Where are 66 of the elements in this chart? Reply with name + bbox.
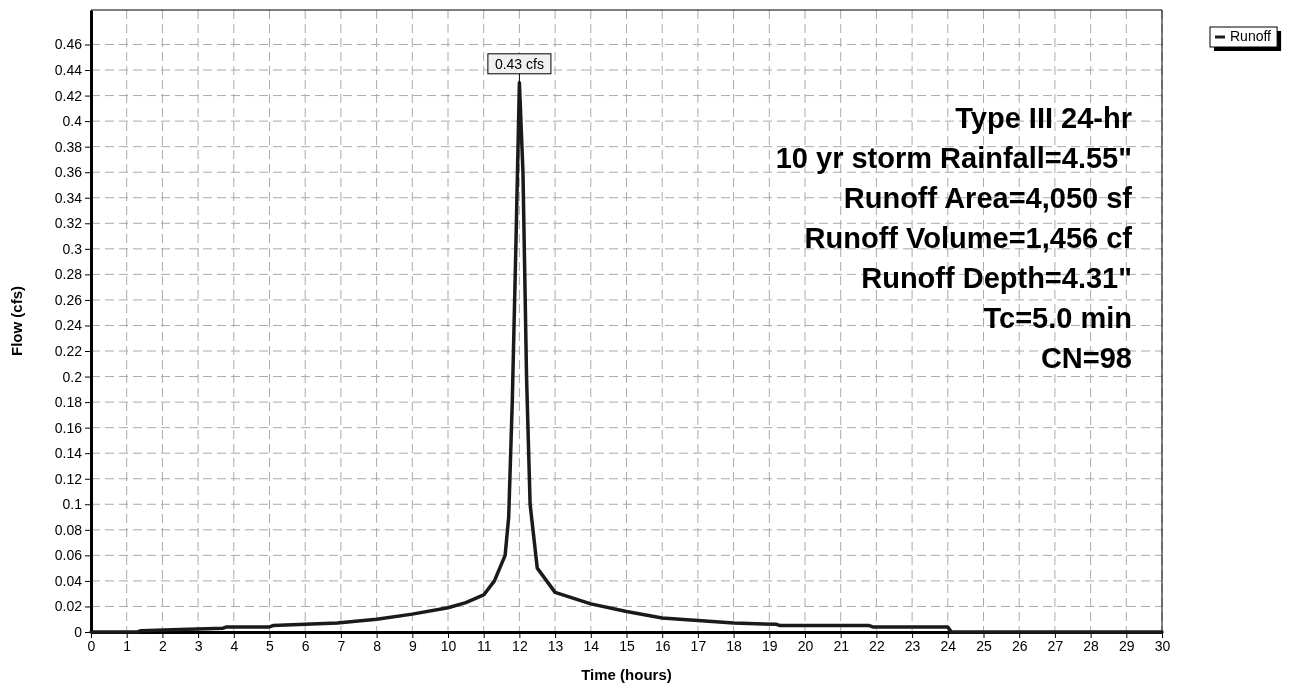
x-tick-label: 15 [619, 637, 635, 654]
y-tick-label: 0.12 [54, 470, 83, 487]
x-tick-label: 2 [159, 637, 167, 654]
y-tick-label: 0.14 [54, 445, 83, 462]
y-tick-label: 0.42 [54, 87, 83, 104]
x-tick-label: 4 [230, 637, 239, 654]
x-tick-label: 16 [654, 637, 671, 654]
x-tick-label: 22 [869, 637, 885, 654]
x-tick-label: 27 [1047, 637, 1064, 654]
x-tick-label: 8 [373, 637, 382, 654]
annotation: Runoff Depth=4.31" [861, 262, 1132, 294]
y-tick-label: 0.32 [54, 215, 83, 232]
y-tick-label: 0.44 [54, 62, 83, 79]
x-tick-label: 13 [547, 637, 564, 654]
y-tick-label: 0.24 [54, 317, 83, 334]
y-tick-label: 0.02 [54, 598, 83, 615]
annotation: Type III 24-hr [955, 102, 1132, 134]
y-tick-label: 0.38 [54, 138, 83, 155]
x-tick-label: 25 [976, 637, 992, 654]
x-tick-label: 18 [726, 637, 743, 654]
annotation: Tc=5.0 min [983, 302, 1132, 334]
x-tick-label: 17 [690, 637, 707, 654]
x-tick-label: 26 [1011, 637, 1028, 654]
annotation: Runoff Volume=1,456 cf [804, 222, 1133, 254]
y-tick-label: 0.36 [54, 164, 83, 181]
y-tick-label: 0.26 [54, 291, 83, 308]
annotation: Runoff Area=4,050 sf [843, 182, 1133, 214]
x-tick-label: 9 [408, 637, 417, 654]
y-tick-label: 0 [74, 623, 83, 640]
y-tick-label: 0.46 [54, 36, 83, 53]
x-tick-label: 5 [266, 637, 275, 654]
x-tick-label: 20 [797, 637, 814, 654]
y-axis-title: Flow (cfs) [8, 286, 25, 356]
x-tick-label: 0 [87, 637, 96, 654]
y-tick-label: 0.4 [62, 113, 83, 130]
y-tick-label: 0.34 [54, 189, 83, 206]
x-tick-label: 29 [1119, 637, 1135, 654]
annotation: 10 yr storm Rainfall=4.55" [775, 142, 1132, 174]
y-tick-label: 0.1 [62, 496, 83, 513]
legend-label: Runoff [1230, 28, 1272, 44]
y-tick-label: 0.06 [54, 547, 83, 564]
y-tick-label: 0.2 [62, 368, 83, 385]
x-tick-label: 3 [194, 637, 203, 654]
x-tick-label: 1 [123, 637, 132, 654]
x-tick-label: 24 [940, 637, 957, 654]
x-tick-label: 6 [301, 637, 310, 654]
y-tick-label: 0.18 [54, 394, 83, 411]
x-tick-label: 11 [476, 637, 492, 654]
x-tick-label: 23 [904, 637, 921, 654]
y-tick-label: 0.3 [62, 240, 83, 257]
x-tick-label: 28 [1083, 637, 1100, 654]
y-tick-label: 0.08 [54, 521, 83, 538]
x-tick-label: 7 [337, 637, 346, 654]
x-tick-label: 10 [440, 637, 457, 654]
x-tick-label: 12 [512, 637, 528, 654]
annotation: CN=98 [1040, 342, 1132, 374]
y-tick-label: 0.28 [54, 266, 83, 283]
y-tick-label: 0.16 [54, 419, 83, 436]
x-tick-label: 14 [583, 637, 600, 654]
y-tick-label: 0.04 [54, 572, 83, 589]
x-tick-label: 19 [762, 637, 778, 654]
annotation: 0.43 cfs [494, 55, 544, 72]
x-tick-label: 30 [1154, 637, 1171, 654]
y-tick-label: 0.22 [54, 342, 83, 359]
x-axis-title: Time (hours) [581, 666, 672, 683]
x-tick-label: 21 [833, 637, 850, 654]
